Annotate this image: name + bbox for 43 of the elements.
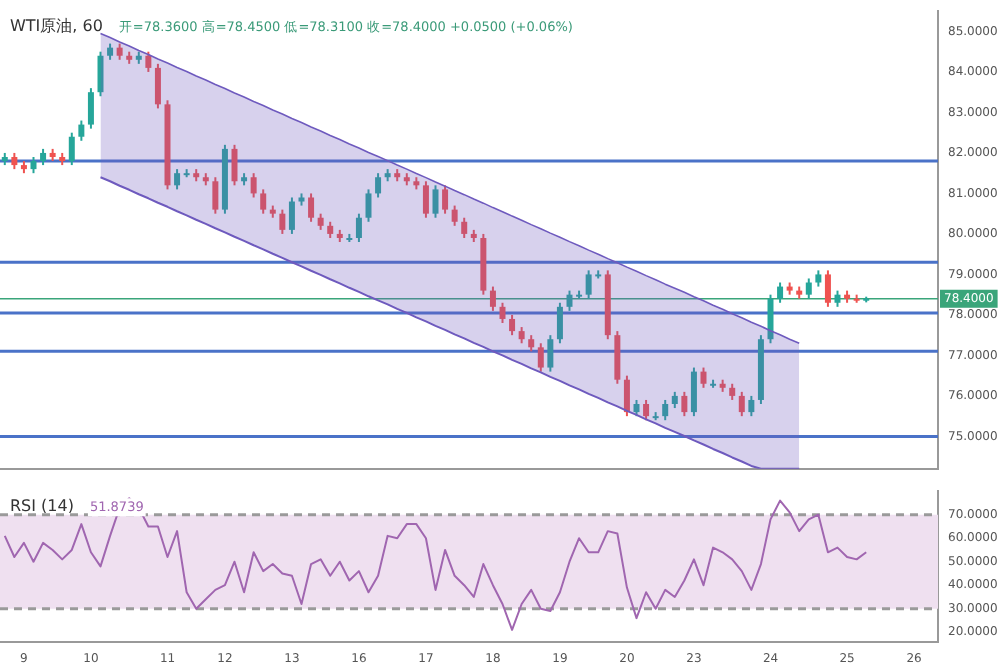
candlestick: [87, 87, 94, 130]
candlestick: [355, 212, 362, 244]
candlestick: [78, 119, 85, 142]
candlestick: [805, 277, 812, 300]
candlestick: [442, 184, 449, 215]
candlestick: [375, 172, 382, 199]
candlestick: [154, 62, 161, 110]
candlestick: [145, 50, 152, 73]
candlestick: [509, 313, 516, 337]
candlestick: [738, 390, 745, 418]
candlestick: [288, 196, 295, 235]
candlestick: [614, 330, 621, 385]
candlestick: [690, 366, 697, 418]
candlestick: [824, 269, 831, 308]
text: WTI原油, 60: [10, 17, 103, 36]
candlestick: [556, 301, 563, 345]
candlestick: [681, 390, 688, 418]
candlestick: [250, 172, 257, 199]
candlestick: [461, 216, 468, 239]
candlestick: [767, 293, 774, 345]
candlestick: [451, 204, 458, 227]
candlestick: [260, 188, 267, 215]
text: RSI (14): [10, 497, 74, 516]
candlestick: [777, 281, 784, 304]
candlestick: [700, 366, 707, 389]
candlestick: [308, 192, 315, 223]
candlestick: [231, 143, 238, 187]
candlestick: [499, 301, 506, 325]
candlestick: [365, 188, 372, 223]
candlestick: [547, 334, 554, 373]
candlestick: [748, 394, 755, 418]
candlestick: [212, 176, 219, 215]
candlestick: [97, 50, 104, 98]
candlestick: [537, 342, 544, 373]
candlestick: [643, 398, 650, 422]
candlestick: [662, 398, 669, 422]
candlestick: [174, 168, 181, 191]
candlestick: [489, 285, 496, 312]
candlestick: [623, 374, 630, 418]
candlestick: [68, 131, 75, 167]
candlestick: [422, 180, 429, 219]
candlestick: [279, 208, 286, 235]
candlestick: [432, 184, 439, 219]
